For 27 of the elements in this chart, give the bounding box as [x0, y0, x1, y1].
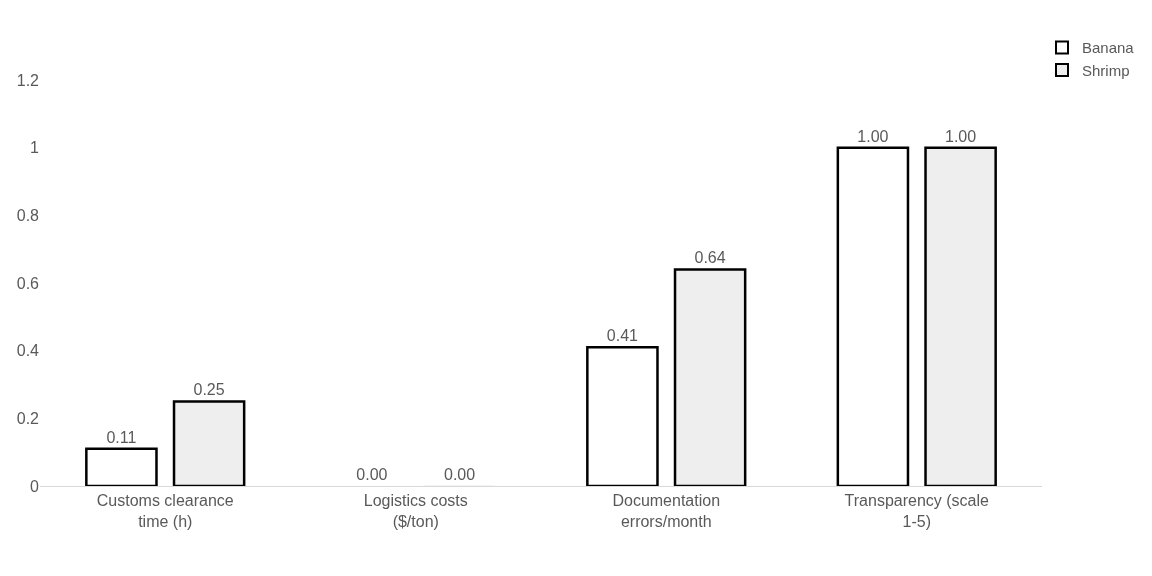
- y-tick-label: 0: [30, 477, 40, 495]
- bar: [586, 346, 659, 486]
- bar: [85, 447, 158, 486]
- data-label: 1.00: [944, 127, 977, 145]
- bar: [172, 400, 246, 486]
- data-label: 0.11: [106, 428, 137, 446]
- data-label: 0.00: [356, 466, 388, 483]
- y-tick-label: 0.2: [16, 409, 40, 427]
- x-tick-label: Customs clearance time (h): [96, 492, 234, 530]
- y-tick-label: 0.8: [16, 206, 40, 224]
- legend-label: Shrimp: [1082, 61, 1130, 79]
- y-tick-label: 0.6: [16, 274, 40, 292]
- y-tick-label: 1.2: [16, 71, 40, 89]
- data-label: 0.64: [694, 249, 726, 267]
- data-label: 1.00: [857, 127, 889, 145]
- x-tick-label: Logistics costs ($/ton): [363, 492, 468, 530]
- x-tick-label: Documentation errors/month: [612, 492, 721, 530]
- data-label: 0.25: [193, 381, 225, 399]
- x-tick-label: Transparency (scale 1-5): [844, 492, 990, 530]
- bar: [836, 146, 910, 486]
- bar: [673, 268, 747, 486]
- data-label: 0.00: [443, 466, 476, 483]
- y-tick-label: 1: [30, 139, 40, 157]
- bar: [924, 146, 997, 486]
- data-label: 0.41: [606, 327, 639, 345]
- legend-label: Banana: [1082, 39, 1135, 57]
- y-tick-label: 0.4: [16, 342, 40, 360]
